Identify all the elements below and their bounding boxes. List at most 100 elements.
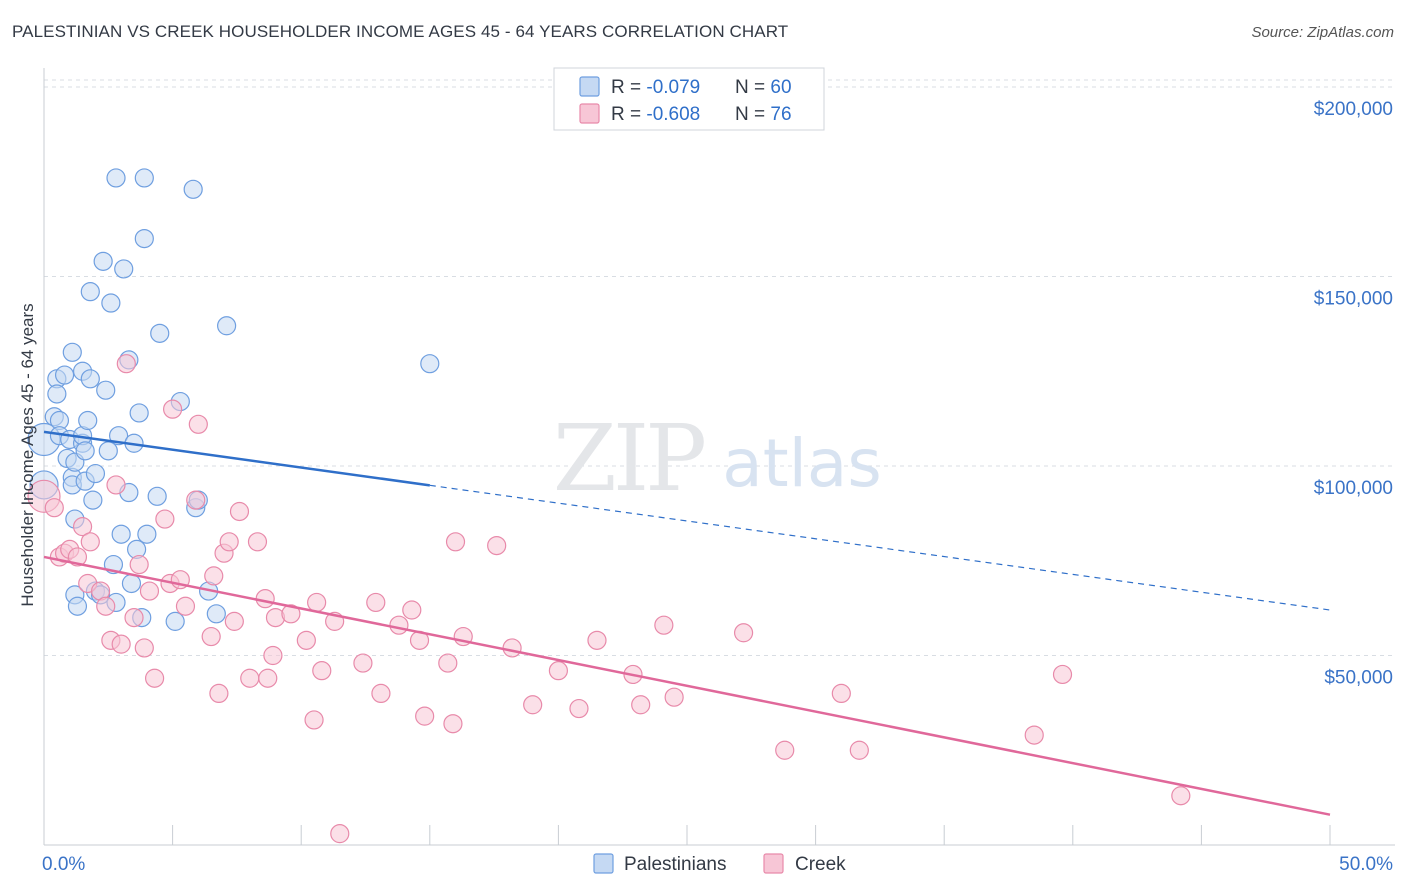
creek-point	[654, 615, 674, 635]
palestinians-point	[108, 426, 129, 446]
x-tick-label-end: 50.0%	[1339, 854, 1393, 875]
bottom-swatch-creek	[763, 853, 784, 874]
palestinians-point	[183, 179, 203, 199]
palestinians-point	[206, 604, 226, 624]
bottom-swatch-palestinians	[593, 853, 614, 874]
trend-lines	[43, 430, 1331, 816]
creek-point	[111, 634, 131, 654]
palestinians-point	[137, 524, 157, 544]
watermark: ZIP atlas	[553, 405, 882, 512]
creek-point	[96, 596, 116, 616]
creek-point	[366, 592, 386, 613]
creek-point	[106, 475, 126, 495]
creek-point	[258, 668, 278, 688]
legend-r-value-2: -0.608	[646, 104, 700, 125]
creek-point	[831, 683, 851, 704]
creek-point	[155, 509, 175, 529]
palestinians-point	[134, 229, 154, 249]
creek-point	[281, 604, 301, 624]
palestinians-point	[62, 342, 82, 362]
palestinians-point	[150, 323, 170, 343]
palestinians-point	[98, 441, 118, 461]
creek-point	[438, 653, 458, 673]
palestinians-points	[27, 168, 440, 631]
palestinians-point	[80, 369, 100, 389]
creek-point	[631, 695, 651, 715]
creek-point	[353, 653, 373, 673]
legend-n-label-2: N =	[735, 104, 770, 125]
source-label: Source: ZipAtlas.com	[1251, 24, 1394, 41]
creek-point	[402, 600, 422, 620]
creek-point	[67, 547, 88, 567]
legend-swatch-creek	[579, 103, 600, 124]
creek-point	[443, 714, 463, 734]
stats-legend: R = -0.079 N = 60 R = -0.608 N = 76	[553, 67, 825, 131]
creek-point	[307, 592, 327, 613]
y-tick-label: $100,000	[1314, 478, 1393, 499]
creek-point	[134, 638, 154, 658]
creek-point	[587, 630, 607, 650]
palestinians-point	[78, 410, 98, 431]
svg-text:N = 60: N = 60	[735, 77, 792, 98]
creek-trend-line	[43, 555, 1331, 816]
creek-point	[80, 532, 100, 552]
creek-point	[304, 710, 324, 730]
palestinians-point	[129, 403, 149, 423]
palestinians-point	[75, 441, 95, 461]
legend-r-value-1: -0.079	[646, 77, 700, 98]
palestinians-point	[114, 259, 134, 279]
creek-point	[330, 824, 350, 844]
palestinians-point	[80, 282, 100, 302]
bottom-legend-palestinians: Palestinians	[624, 854, 726, 875]
palestinians-point	[165, 611, 185, 631]
svg-text:N = 76: N = 76	[735, 104, 792, 125]
creek-point	[204, 566, 224, 586]
creek-point	[201, 626, 221, 647]
creek-point	[389, 615, 409, 635]
creek-point	[1171, 786, 1191, 806]
creek-point	[188, 414, 208, 434]
creek-point	[124, 607, 144, 628]
palestinians-point	[134, 168, 154, 188]
gridlines	[44, 79, 1395, 656]
creek-point	[1024, 725, 1044, 745]
palestinians-point	[217, 316, 237, 336]
y-tick-labels: $50,000 $100,000 $150,000 $200,000	[1314, 99, 1393, 689]
creek-point	[733, 623, 754, 643]
palestinians-point	[93, 251, 113, 271]
creek-point	[296, 630, 316, 650]
creek-point	[664, 687, 684, 707]
creek-point	[312, 661, 332, 681]
creek-point	[371, 683, 391, 704]
creek-points	[27, 354, 1191, 844]
creek-point	[229, 501, 250, 522]
creek-point	[1052, 664, 1073, 685]
creek-point	[129, 554, 149, 575]
palestinians-point	[85, 463, 106, 484]
legend-r-label-1: R =	[611, 77, 646, 98]
creek-point	[186, 490, 206, 510]
legend-n-label-1: N =	[735, 77, 770, 98]
creek-point	[240, 668, 260, 688]
svg-text:R = -0.079: R = -0.079	[611, 77, 700, 98]
creek-point	[144, 668, 165, 688]
chart-title: PALESTINIAN VS CREEK HOUSEHOLDER INCOME …	[12, 22, 789, 41]
creek-point	[415, 706, 435, 726]
y-tick-label: $200,000	[1314, 99, 1393, 120]
creek-point	[523, 695, 543, 715]
palestinians-point	[101, 293, 121, 313]
y-tick-label: $50,000	[1324, 668, 1393, 689]
palestinians-point	[420, 354, 440, 374]
y-tick-label: $150,000	[1314, 289, 1393, 310]
legend-n-value-1: 60	[770, 77, 791, 98]
creek-point	[209, 683, 229, 704]
x-tick-labels: 0.0% 50.0%	[42, 854, 1393, 875]
y-axis-label: Householder Income Ages 45 - 64 years	[18, 303, 37, 606]
palestinians-point	[54, 365, 75, 385]
creek-point	[775, 740, 795, 760]
creek-point	[502, 638, 522, 658]
creek-point	[849, 740, 869, 760]
legend-n-value-2: 76	[770, 104, 791, 125]
creek-point	[72, 517, 93, 537]
